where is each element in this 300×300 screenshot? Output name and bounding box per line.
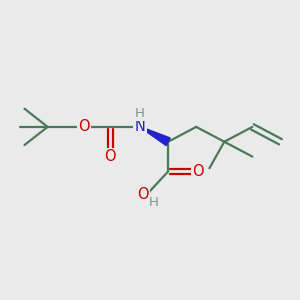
Text: O: O (137, 187, 148, 202)
Text: O: O (105, 149, 116, 164)
Text: O: O (192, 164, 204, 179)
Text: H: H (135, 106, 145, 119)
Text: N: N (135, 119, 146, 134)
Text: H: H (149, 196, 159, 209)
Polygon shape (140, 127, 170, 146)
Text: O: O (78, 119, 90, 134)
